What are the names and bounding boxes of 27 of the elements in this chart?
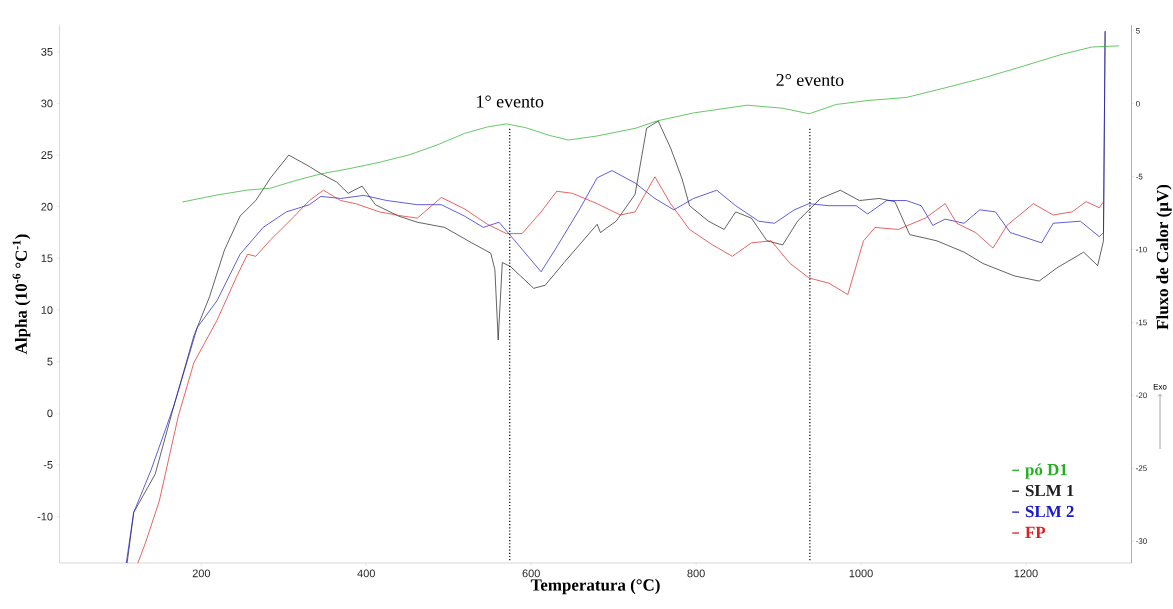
line-series [137,176,1104,563]
y-tick-label: -10 [37,512,53,521]
legend-label: SLM 1 [1025,484,1074,497]
y-axis-title: Alpha (10$^{-6}$ °C$^{-1}$) [12,234,31,355]
legend-label: FP [1025,526,1046,538]
x-axis-title: Temperatura (°C) [530,578,660,595]
y2-axis-title: Fluxo de Calor (µV) [1156,184,1172,330]
legend-label: pó D1 [1025,463,1067,479]
y-tick-label: 35 [41,47,53,56]
x-tick-label: 400 [357,569,375,578]
y-tick-label: 25 [41,151,53,159]
x-tick-label: 1000 [849,569,873,578]
ref-line-label: 2° evento [776,73,844,87]
y-tick-label: 30 [41,99,53,108]
y-tick-label: 20 [41,202,53,211]
y-tick-label: 0 [47,409,53,418]
x-tick-label: 800 [687,569,705,578]
x-tick-label: 1200 [1014,569,1038,578]
y-tick-label: 15 [41,254,53,263]
x-tick-label: 600 [522,569,540,578]
legend-label: SLM 2 [1025,505,1074,518]
y-tick-label: -5 [43,461,53,469]
x-tick-label: 200 [192,569,211,578]
line-series [182,45,1120,203]
ref-line-label: 1° evento [477,95,544,108]
y-tick-label: 5 [47,357,53,366]
y-tick-label: 10 [41,306,53,314]
